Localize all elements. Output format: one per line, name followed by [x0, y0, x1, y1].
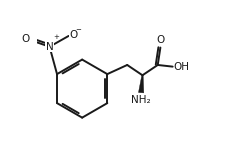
Text: O: O: [69, 30, 78, 41]
Text: OH: OH: [173, 62, 189, 72]
Polygon shape: [139, 75, 144, 93]
Text: +: +: [53, 34, 59, 40]
Text: O: O: [21, 34, 29, 44]
Text: −: −: [75, 27, 81, 33]
Text: O: O: [156, 35, 165, 45]
Text: N: N: [46, 42, 53, 52]
Text: NH₂: NH₂: [131, 95, 151, 105]
